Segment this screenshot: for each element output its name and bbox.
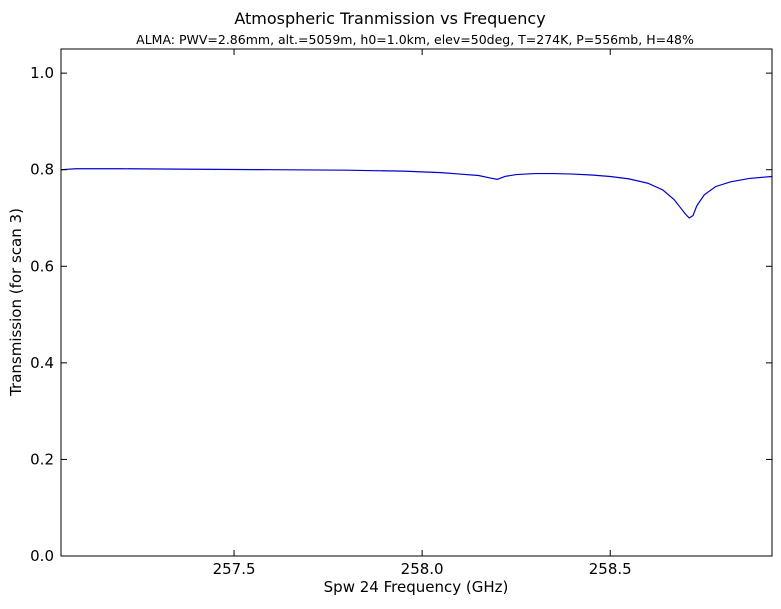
y-tick-label: 0.0 [30,547,54,565]
chart-subtitle: ALMA: PWV=2.86mm, alt.=5059m, h0=1.0km, … [136,32,694,47]
y-tick-label: 0.8 [30,161,54,179]
y-axis-label: Transmission (for scan 3) [7,208,25,397]
transmission-series-line [60,168,773,219]
y-tick-label: 0.6 [30,257,54,275]
plot-frame [60,48,773,557]
x-tick-label: 258.0 [401,560,444,578]
x-axis-label: Spw 24 Frequency (GHz) [324,578,509,596]
y-tick-label: 0.2 [30,450,54,468]
x-tick-label: 258.5 [589,560,632,578]
plot-area [60,48,773,557]
y-axis: 0.0 0.2 0.4 0.6 0.8 1.0 [30,64,772,565]
x-axis: 257.5 258.0 258.5 [213,49,632,578]
chart-title: Atmospheric Tranmission vs Frequency [234,9,545,28]
x-tick-label: 257.5 [213,560,256,578]
y-tick-label: 0.4 [30,354,54,372]
y-tick-label: 1.0 [30,64,54,82]
